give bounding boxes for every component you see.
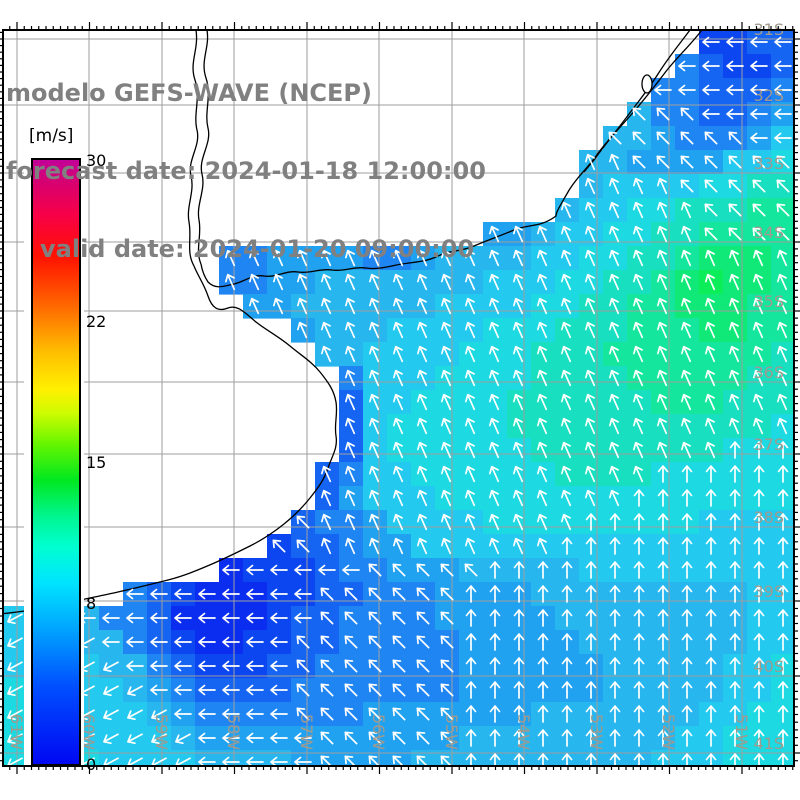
colorbar-tick-0: 0 bbox=[86, 755, 97, 774]
lon-label-56W: 56W bbox=[369, 713, 389, 751]
lat-label-36S: 36S bbox=[753, 363, 784, 382]
lat-label-40S: 40S bbox=[753, 657, 784, 676]
lon-label-57W: 57W bbox=[297, 713, 317, 751]
colorbar-tick-22: 22 bbox=[86, 312, 107, 332]
lon-label-54W: 54W bbox=[514, 713, 534, 751]
lon-label-58W: 58W bbox=[224, 713, 244, 751]
title-valid-line: valid date: 2024-01-20 09:00:00 bbox=[40, 235, 475, 263]
lon-label-51W: 51W bbox=[732, 713, 752, 751]
title-forecast-line: forecast date: 2024-01-18 12:00:00 bbox=[6, 157, 486, 185]
coastal-lake bbox=[641, 74, 653, 94]
lat-label-38S: 38S bbox=[753, 508, 784, 527]
lon-label-59W: 59W bbox=[152, 713, 172, 751]
title-block: modelo GEFS-WAVE (NCEP) forecast date: 2… bbox=[6, 28, 486, 314]
lon-label-52W: 52W bbox=[659, 713, 679, 751]
lat-label-37S: 37S bbox=[753, 435, 784, 454]
lat-label-35S: 35S bbox=[753, 292, 784, 311]
colorbar-tick-15: 15 bbox=[86, 453, 107, 472]
lat-label-33S: 33S bbox=[753, 154, 784, 173]
colorbar-tick-8: 8 bbox=[86, 593, 97, 613]
lon-label-55W: 55W bbox=[442, 713, 462, 751]
lat-label-39S: 39S bbox=[753, 582, 784, 601]
title-model-line: modelo GEFS-WAVE (NCEP) bbox=[6, 79, 372, 107]
lat-label-34S: 34S bbox=[753, 223, 784, 242]
lat-label-32S: 32S bbox=[753, 86, 784, 105]
lon-label-53W: 53W bbox=[587, 713, 607, 751]
lat-label-31S: 31S bbox=[753, 20, 784, 39]
